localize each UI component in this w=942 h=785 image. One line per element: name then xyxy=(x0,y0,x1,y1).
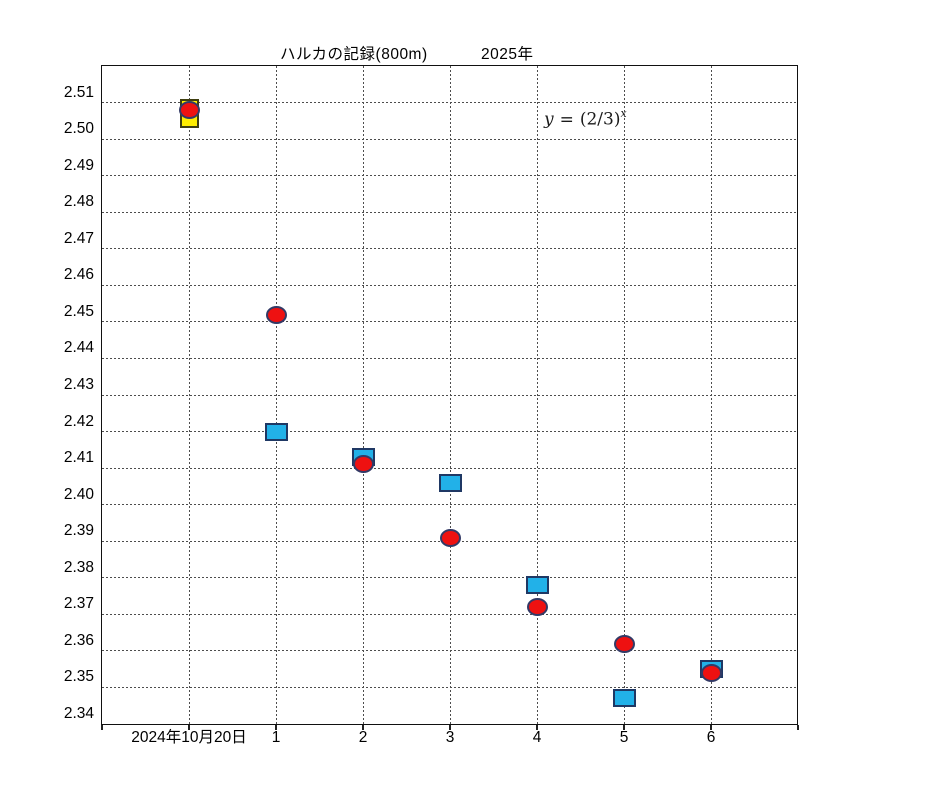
v-gridline xyxy=(188,66,190,724)
x-axis-tick xyxy=(362,724,364,730)
marker-red-circle-records xyxy=(526,598,548,617)
y-axis-label: 2.44 xyxy=(63,339,94,357)
x-axis-tick xyxy=(710,724,712,730)
formula-equals: = xyxy=(559,109,574,130)
x-axis-label: 2 xyxy=(358,729,368,746)
y-axis-label: 2.35 xyxy=(63,668,94,686)
v-gridline xyxy=(536,66,538,724)
y-axis-label: 2.43 xyxy=(63,376,94,393)
y-axis-label: 2.36 xyxy=(63,631,94,649)
x-axis-label: 2024年10月20日 xyxy=(131,729,247,746)
v-gridline xyxy=(623,66,625,724)
y-axis-label: 2.46 xyxy=(63,266,94,284)
x-axis-tick xyxy=(449,724,451,730)
x-axis-tick xyxy=(275,724,277,730)
x-axis-tick xyxy=(536,724,538,730)
x-axis-tick xyxy=(188,724,190,730)
marker-red-circle-records xyxy=(439,528,461,547)
x-axis-label: 1 xyxy=(271,729,281,746)
v-gridline xyxy=(362,66,364,724)
marker-red-circle-records xyxy=(613,634,635,653)
y-axis-label: 2.39 xyxy=(63,522,94,540)
y-axis-label: 2.48 xyxy=(63,193,94,211)
y-axis-label: 2.42 xyxy=(63,412,94,430)
y-axis-label: 2.34 xyxy=(63,705,94,722)
formula-annotation: y=(2/3)x xyxy=(544,107,627,130)
y-axis-label: 2.37 xyxy=(63,595,94,613)
marker-red-circle-records xyxy=(352,455,374,474)
marker-red-circle-records xyxy=(700,663,722,682)
x-axis-label: 3 xyxy=(445,729,455,746)
y-axis-label: 2.41 xyxy=(63,449,94,467)
x-axis-tick xyxy=(101,724,103,730)
x-axis-label: 4 xyxy=(532,729,542,746)
x-axis-tick xyxy=(797,724,799,730)
formula-base: (2/3) xyxy=(579,109,621,130)
chart-year-label: 2025年 xyxy=(481,46,534,63)
v-gridline xyxy=(275,66,277,724)
x-axis-label: 5 xyxy=(619,729,629,746)
marker-red-circle-records xyxy=(178,100,200,119)
y-axis-label: 2.50 xyxy=(63,120,94,138)
marker-cyan-square-records xyxy=(438,473,462,492)
y-axis-label: 2.49 xyxy=(63,156,94,174)
marker-cyan-square-records xyxy=(612,689,636,708)
marker-cyan-square-records xyxy=(264,422,288,441)
marker-red-circle-records xyxy=(265,305,287,324)
y-axis-label: 2.47 xyxy=(63,229,94,247)
chart-title: ハルカの記録(800m) xyxy=(280,46,428,63)
formula-variable: y xyxy=(544,109,554,130)
marker-cyan-square-records xyxy=(525,576,549,595)
y-axis-label: 2.51 xyxy=(63,83,94,101)
x-axis-label: 6 xyxy=(706,729,716,746)
y-axis-label: 2.38 xyxy=(63,558,94,576)
y-axis-label: 2.40 xyxy=(63,485,94,503)
x-axis-tick xyxy=(623,724,625,730)
y-axis-label: 2.45 xyxy=(63,302,94,320)
v-gridline xyxy=(710,66,712,724)
v-gridline xyxy=(449,66,451,724)
